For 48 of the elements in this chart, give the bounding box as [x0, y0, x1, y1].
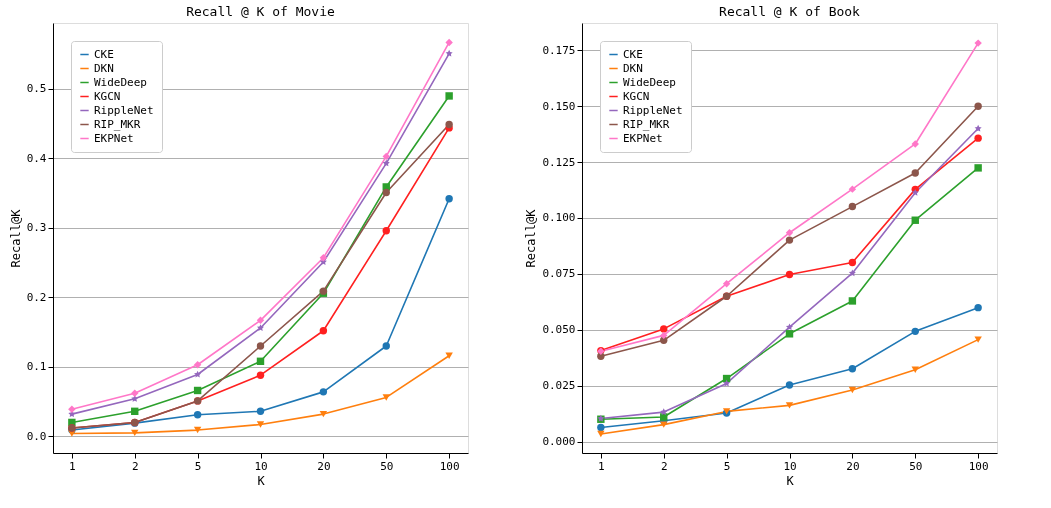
y-tick-label: 0.050: [542, 323, 576, 337]
y-tick-label: 0.150: [542, 99, 576, 113]
x-axis-title: K: [257, 473, 266, 488]
legend-label: RippleNet: [623, 103, 683, 117]
x-tick-label: 50: [380, 459, 394, 473]
y-tick-label: 0.175: [542, 43, 576, 57]
y-tick-label: 0.0: [26, 429, 47, 443]
y-tick-label: 0.075: [542, 267, 576, 281]
legend-label: EKPNet: [623, 131, 663, 145]
x-tick-label: 10: [254, 459, 268, 473]
x-tick-label: 100: [968, 459, 989, 473]
legend-label: DKN: [623, 61, 643, 75]
y-tick-label: 0.025: [542, 379, 576, 393]
x-tick-label: 5: [723, 459, 731, 473]
y-tick-label: 0.3: [26, 221, 47, 235]
y-tick-label: 0.000: [542, 435, 576, 449]
y-axis-title: Recall@K: [8, 208, 23, 268]
x-tick-label: 100: [439, 459, 460, 473]
legend-label: CKE: [623, 47, 643, 61]
y-tick-label: 0.4: [26, 151, 47, 165]
x-tick-label: 5: [194, 459, 202, 473]
y-tick-label: 0.5: [26, 82, 47, 96]
legend-label: RippleNet: [94, 103, 154, 117]
y-axis-title: Recall@K: [524, 208, 539, 268]
y-tick-label: 0.125: [542, 155, 576, 169]
legend-label: RIP_MKR: [94, 117, 141, 131]
legend-label: WideDeep: [94, 75, 147, 89]
x-tick-label: 2: [660, 459, 668, 473]
y-tick-label: 0.2: [26, 290, 47, 304]
x-tick-label: 50: [909, 459, 923, 473]
legend-label: KGCN: [623, 89, 650, 103]
legend-label: KGCN: [94, 89, 121, 103]
chart-title: Recall @ K of Book: [719, 4, 861, 19]
legend-label: CKE: [94, 47, 114, 61]
legend-label: EKPNet: [94, 131, 134, 145]
x-tick-label: 1: [598, 459, 605, 473]
x-tick-label: 20: [317, 459, 331, 473]
x-tick-label: 1: [69, 459, 76, 473]
y-tick-label: 0.1: [26, 360, 47, 374]
x-tick-label: 2: [131, 459, 139, 473]
x-axis-title: K: [786, 473, 795, 488]
legend-label: RIP_MKR: [623, 117, 670, 131]
x-tick-label: 10: [783, 459, 797, 473]
x-tick-label: 20: [846, 459, 860, 473]
legend-label: DKN: [94, 61, 114, 75]
y-tick-label: 0.100: [542, 211, 576, 225]
chart-title: Recall @ K of Movie: [186, 4, 336, 19]
legend-label: WideDeep: [623, 75, 676, 89]
